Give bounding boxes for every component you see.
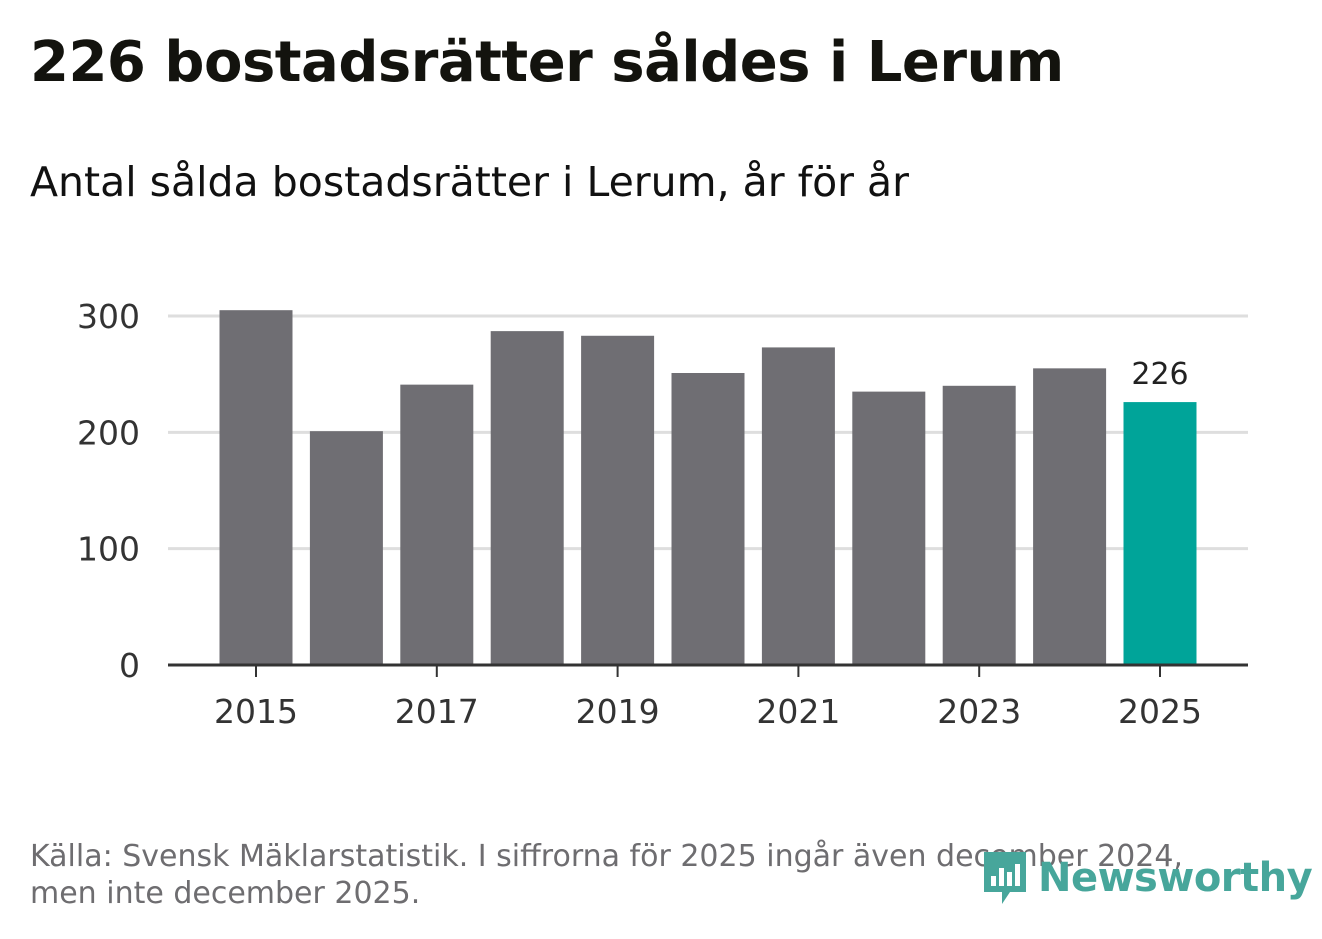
brand-name: Newsworthy bbox=[1038, 855, 1313, 901]
data-label-2025: 226 bbox=[1131, 357, 1188, 392]
bar-2018 bbox=[490, 331, 564, 665]
bar-2015 bbox=[219, 310, 293, 665]
bar-chart: 0 100 200 300 2015 2017 2019 2021 2023 2025 226 bbox=[77, 297, 1248, 731]
brand-logo[interactable]: Newsworthy bbox=[980, 848, 1313, 908]
bar-2025 bbox=[1123, 402, 1197, 665]
bar-2017 bbox=[400, 384, 474, 665]
bar-2020 bbox=[671, 373, 745, 665]
x-axis: 2015 2017 2019 2021 2023 2025 bbox=[168, 663, 1248, 731]
y-axis: 0 100 200 300 bbox=[77, 297, 140, 685]
bar-2022 bbox=[852, 391, 926, 665]
bar-2024 bbox=[1033, 368, 1107, 665]
x-tick-label: 2023 bbox=[937, 692, 1021, 731]
chart-subtitle: Antal sålda bostadsrätter i Lerum, år fö… bbox=[30, 158, 910, 206]
bar-2019 bbox=[581, 335, 655, 665]
bar-2021 bbox=[761, 347, 835, 665]
y-tick-label: 0 bbox=[119, 646, 140, 685]
bar-2016 bbox=[309, 431, 383, 665]
newsworthy-logo-icon bbox=[984, 852, 1026, 904]
x-tick-label: 2025 bbox=[1118, 692, 1202, 731]
bars bbox=[219, 310, 1197, 665]
y-tick-label: 100 bbox=[77, 530, 140, 569]
y-tick-label: 200 bbox=[77, 413, 140, 452]
chart-title: 226 bostadsrätter såldes i Lerum bbox=[30, 30, 1064, 95]
x-tick-label: 2019 bbox=[576, 692, 660, 731]
y-tick-label: 300 bbox=[77, 297, 140, 336]
bar-2023 bbox=[942, 385, 1016, 665]
x-tick-label: 2015 bbox=[214, 692, 298, 731]
data-labels: 226 bbox=[1131, 357, 1188, 392]
x-tick-label: 2017 bbox=[395, 692, 479, 731]
x-tick-label: 2021 bbox=[756, 692, 840, 731]
